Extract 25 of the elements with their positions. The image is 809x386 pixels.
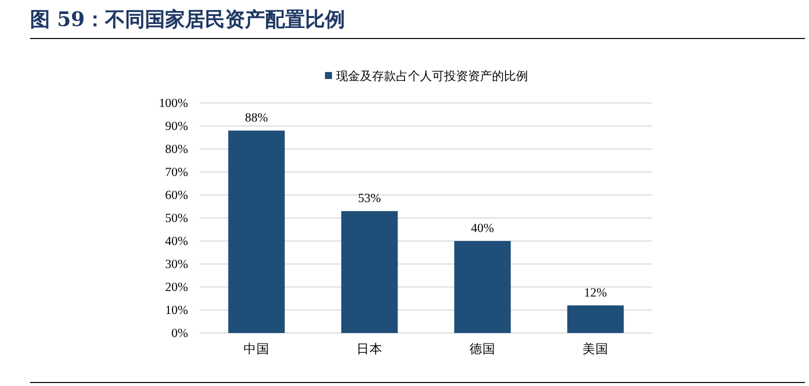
data-label: 88% xyxy=(245,110,268,125)
y-tick-label: 70% xyxy=(165,165,188,179)
y-tick-label: 80% xyxy=(165,142,188,156)
bar xyxy=(341,211,398,333)
chart-title: 图 59：不同国家居民资产配置比例 xyxy=(30,6,345,33)
y-tick-label: 0% xyxy=(171,326,188,340)
x-tick-label: 美国 xyxy=(582,341,608,356)
y-tick-label: 90% xyxy=(165,119,188,133)
y-tick-label: 10% xyxy=(165,303,188,317)
y-tick-label: 50% xyxy=(165,211,188,225)
y-tick-label: 20% xyxy=(165,280,188,294)
x-tick-label: 中国 xyxy=(244,342,270,356)
y-tick-label: 60% xyxy=(165,188,188,202)
bar xyxy=(228,130,285,333)
x-tick-label: 德国 xyxy=(470,342,496,356)
bar xyxy=(567,305,624,333)
y-tick-label: 30% xyxy=(165,257,188,271)
y-tick-label: 100% xyxy=(158,96,188,110)
data-label: 40% xyxy=(471,221,494,235)
legend: 现金及存款占个人可投资资产的比例 xyxy=(325,69,528,83)
bar xyxy=(454,241,511,333)
x-tick-label: 日本 xyxy=(356,342,382,356)
y-tick-label: 40% xyxy=(165,234,188,248)
data-label: 12% xyxy=(584,285,607,300)
data-label: 53% xyxy=(358,191,381,206)
